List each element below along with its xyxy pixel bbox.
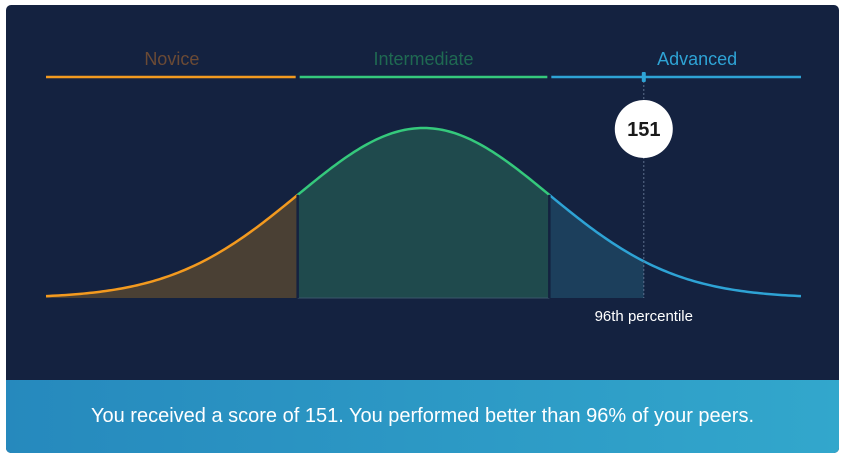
curve-segment-intermediate [296, 126, 551, 196]
result-banner: You received a score of 151. You perform… [6, 380, 839, 453]
distribution-chart: Novice Intermediate Advanced 151 96th perce… [6, 5, 839, 380]
score-value: 151 [627, 119, 660, 141]
area-fill-novice [46, 194, 298, 298]
area-fill-advanced [549, 194, 644, 298]
range-label-advanced: Advanced [657, 49, 737, 69]
result-text: You received a score of 151. You perform… [90, 405, 755, 427]
percentile-label: 96th percentile [595, 308, 693, 325]
score-bubble [614, 100, 673, 158]
range-label-intermediate: Intermediate [373, 49, 473, 69]
score-card: Novice Intermediate Advanced 151 96th perce… [6, 5, 839, 453]
distribution-chart-svg: Novice Intermediate Advanced 151 96th perce… [45, 49, 802, 325]
range-label-novice: Novice [144, 49, 199, 69]
score-tick [641, 72, 646, 82]
area-fill-intermediate [297, 128, 550, 298]
curve-segment-advanced [548, 193, 802, 298]
curve-segment-novice [45, 193, 299, 298]
